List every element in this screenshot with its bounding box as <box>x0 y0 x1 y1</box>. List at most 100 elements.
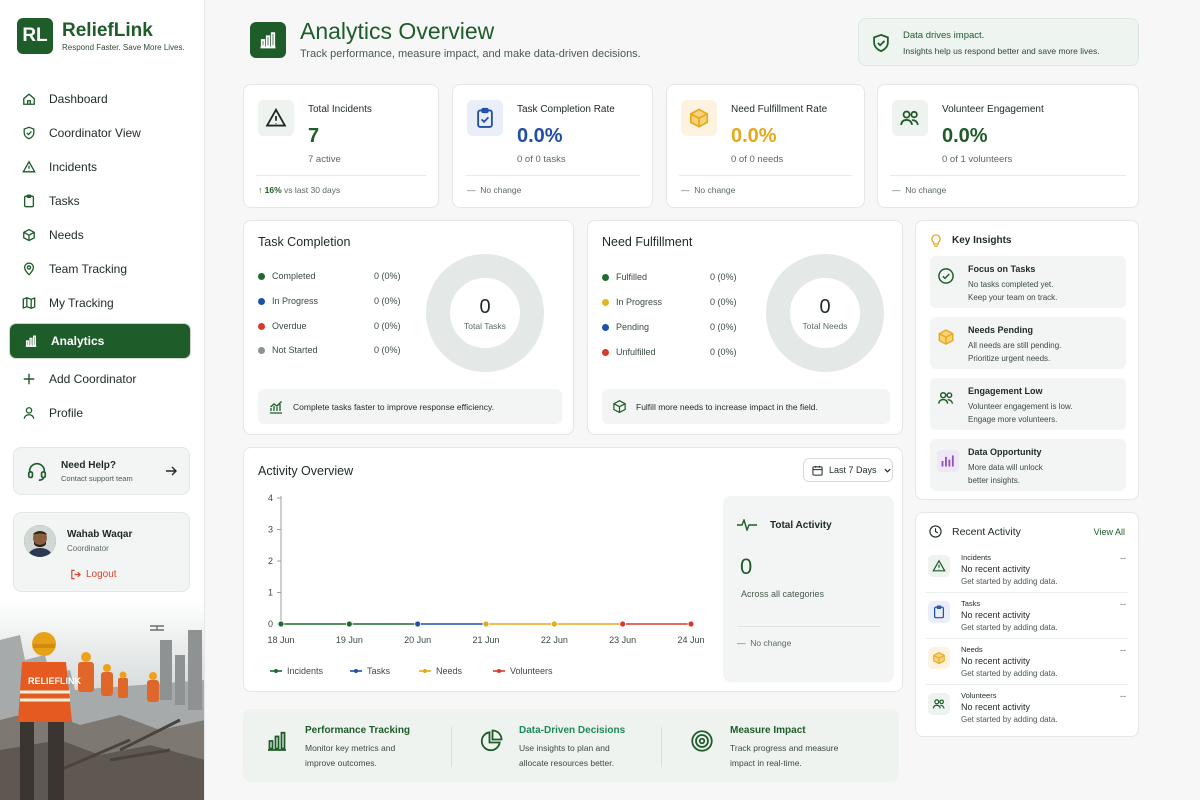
target-icon <box>691 730 713 752</box>
section-title: Activity Overview <box>258 464 354 478</box>
clipboard-icon <box>934 605 944 619</box>
kpi-value: 0.0% <box>942 125 988 147</box>
recent-dash: -- <box>1120 553 1126 563</box>
kpi-card-need-fulfillment[interactable]: Need Fulfillment Rate 0.0% 0 of 0 needs … <box>666 84 865 208</box>
task-donut-chart <box>426 254 544 372</box>
kpi-icon-container <box>258 100 294 136</box>
kpi-label: Need Fulfillment Rate <box>731 104 828 115</box>
date-range-select[interactable]: Last 7 Days <box>803 458 893 482</box>
recent-activity-item[interactable]: Tasks No recent activity Get started by … <box>928 597 1128 643</box>
row-divider <box>926 684 1128 685</box>
legend-dot <box>602 273 609 281</box>
kpi-card-total-incidents[interactable]: Total Incidents 7 7 active ↑ 16% vs last… <box>243 84 439 208</box>
task-tip: Complete tasks faster to improve respons… <box>258 389 562 424</box>
sidebar-item-label: Tasks <box>49 194 80 208</box>
kpi-card-task-completion[interactable]: Task Completion Rate 0.0% 0 of 0 tasks —… <box>452 84 653 208</box>
page-title: Analytics Overview <box>300 18 495 44</box>
kpi-divider <box>679 175 852 176</box>
total-activity-value: 0 <box>740 554 753 579</box>
insight-item[interactable]: Engagement Low Volunteer engagement is l… <box>930 378 1126 430</box>
y-tick-label: 1 <box>268 588 273 598</box>
recent-category: Incidents <box>961 553 992 562</box>
kpi-subtext: 0 of 0 tasks <box>517 154 566 165</box>
data-point <box>687 620 695 628</box>
insight-item[interactable]: Needs Pending All needs are still pendin… <box>930 317 1126 369</box>
x-tick-label: 22 Jun <box>541 635 568 645</box>
legend-dot <box>602 323 609 331</box>
legend-item-in-progress: In Progress <box>602 297 662 307</box>
brand[interactable]: RL ReliefLink Respond Faster. Save More … <box>17 18 185 54</box>
recent-main: No recent activity <box>961 702 1031 712</box>
clock-icon <box>929 525 942 538</box>
donut-total: 0 <box>819 296 831 318</box>
kpi-trend-text: vs last 30 days <box>284 185 341 195</box>
legend-label: Fulfilled <box>616 272 648 282</box>
sidebar-item-label: Team Tracking <box>49 262 128 276</box>
insight-text: No tasks completed yet. Keep your team on… <box>968 280 1058 302</box>
kpi-label: Task Completion Rate <box>517 104 615 115</box>
row-divider <box>926 592 1128 593</box>
avatar[interactable] <box>24 525 56 557</box>
x-tick-label: 21 Jun <box>472 635 499 645</box>
insight-item[interactable]: Focus on Tasks No tasks completed yet. Ke… <box>930 256 1126 308</box>
feature-text: Use insights to plan and allocate resourc… <box>519 743 614 768</box>
insights-title: Key Insights <box>952 235 1012 246</box>
info-banner: Data drives impact. Insights help us res… <box>858 18 1139 66</box>
help-title: Need Help? <box>61 459 117 471</box>
x-tick-label: 24 Jun <box>677 635 704 645</box>
legend-value: 0 (0%) <box>710 347 737 357</box>
sidebar-item-profile[interactable]: Profile <box>10 396 190 430</box>
kpi-value: 7 <box>308 125 320 147</box>
legend-marker <box>497 669 501 673</box>
home-icon <box>23 93 35 105</box>
sidebar-item-my-tracking[interactable]: My Tracking <box>10 286 190 320</box>
headset-icon <box>27 462 47 481</box>
total-activity-panel: Total Activity 0 Across all categories —… <box>723 496 894 682</box>
donut-total-label: Total Needs <box>802 321 848 331</box>
legend-dot <box>258 297 265 305</box>
analytics-header-icon <box>250 22 286 58</box>
view-all-link[interactable]: View All <box>1093 527 1125 537</box>
sidebar-item-label: Incidents <box>49 160 98 174</box>
kpi-card-volunteer-engagement[interactable]: Volunteer Engagement 0.0% 0 of 1 volunte… <box>877 84 1139 208</box>
tip-text: Complete tasks faster to improve respons… <box>293 401 494 412</box>
brand-tagline: Respond Faster. Save More Lives. <box>62 42 185 52</box>
recent-activity-item[interactable]: Volunteers No recent activity Get starte… <box>928 689 1128 735</box>
arrow-right-icon <box>166 466 177 476</box>
kpi-subtext: 7 active <box>308 154 341 165</box>
kpi-value: 0.0% <box>731 125 777 147</box>
kpi-trend: ↑ 16% vs last 30 days <box>258 185 340 195</box>
x-tick-label: 19 Jun <box>336 635 363 645</box>
sidebar-item-incidents[interactable]: Incidents <box>10 150 190 184</box>
sidebar-item-tasks[interactable]: Tasks <box>10 184 190 218</box>
logout-button[interactable]: Logout <box>70 569 117 580</box>
data-point <box>277 620 285 628</box>
kpi-label: Volunteer Engagement <box>942 104 1044 115</box>
kpi-icon-container <box>681 100 717 136</box>
feature-divider <box>451 727 452 767</box>
sidebar-item-team-tracking[interactable]: Team Tracking <box>10 252 190 286</box>
map-icon <box>22 297 36 309</box>
feature-text: Monitor key metrics and improve outcomes. <box>305 743 396 768</box>
sidebar-item-analytics[interactable]: Analytics <box>10 324 190 358</box>
legend-label: Tasks <box>367 666 391 676</box>
bar-chart-icon <box>260 32 276 49</box>
section-title: Task Completion <box>258 235 351 249</box>
recent-main: No recent activity <box>961 610 1031 620</box>
sidebar-item-dashboard[interactable]: Dashboard <box>10 82 190 116</box>
sidebar-item-add-coordinator[interactable]: Add Coordinator <box>10 362 190 396</box>
y-tick-label: 0 <box>268 619 273 629</box>
recent-activity-item[interactable]: Incidents No recent activity Get started… <box>928 551 1128 597</box>
sidebar-item-needs[interactable]: Needs <box>10 218 190 252</box>
sidebar-item-coordinator-view[interactable]: Coordinator View <box>10 116 190 150</box>
kpi-trend: — No change <box>467 185 522 195</box>
recent-icon-container <box>928 601 950 623</box>
warning-icon <box>22 160 36 173</box>
legend-item-in-progress: In Progress <box>258 296 318 306</box>
insight-item[interactable]: Data Opportunity More data will unlock be… <box>930 439 1126 491</box>
feature-performance-tracking: Performance Tracking Monitor key metrics… <box>265 709 455 782</box>
legend-dot <box>258 322 265 330</box>
recent-activity-item[interactable]: Needs No recent activity Get started by … <box>928 643 1128 689</box>
recent-category: Tasks <box>961 599 981 608</box>
help-card[interactable]: Need Help? Contact support team <box>13 447 190 495</box>
